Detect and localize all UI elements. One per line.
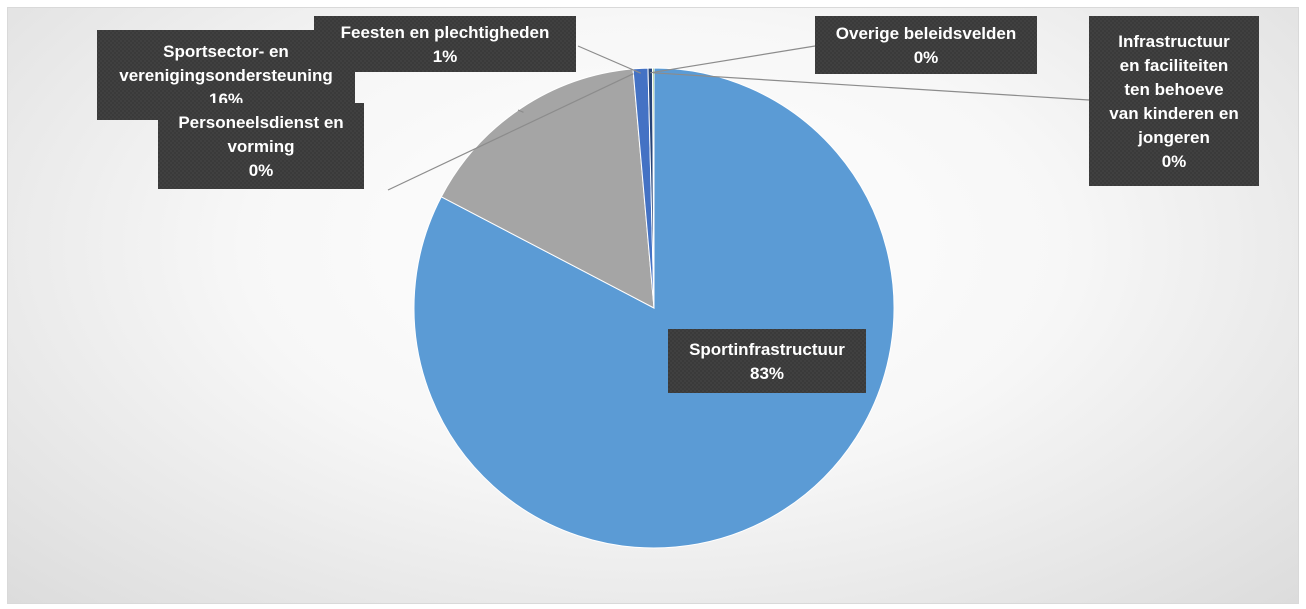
pie-slice-1 [440,68,655,309]
data-label-text: Overige beleidsvelden 0% [836,24,1016,67]
data-label-box [158,103,364,189]
data-label-text: Feesten en plechtigheden 1% [341,23,550,66]
data-labels: Sportinfrastructuur 83% Sportsector- en ver… [97,16,1259,393]
data-label-box [1089,16,1259,186]
leader-line-4 [650,45,816,74]
data-label-text: Sportsector- en verenigingsondersteuning 1… [119,42,332,109]
leader-line-1 [517,109,524,113]
leader-line-2 [387,73,634,191]
data-label-box [815,16,1037,74]
data-label-text: Sportinfrastructuur 83% [689,340,845,383]
pie-slice-5 [651,67,655,309]
data-label-4: Overige beleidsvelden 0% [815,16,1037,74]
pie-slices [413,67,895,549]
leader-line-5 [653,72,1090,101]
data-label-box [314,16,576,72]
data-label-2: Personeelsdienst en vorming 0% [158,103,364,189]
leader-lines [387,45,1090,191]
data-label-5: Infrastructuur en faciliteiten ten behoeve… [1089,16,1259,186]
pie-slice-0 [413,67,895,549]
data-label-text: Infrastructuur en faciliteiten ten behoeve… [1109,32,1238,171]
leader-line-3 [577,45,641,74]
data-label-text: Personeelsdienst en vorming 0% [178,113,343,180]
data-label-3: Feesten en plechtigheden 1% [314,16,576,72]
data-label-box [668,329,866,393]
data-label-0: Sportinfrastructuur 83% [668,329,866,393]
